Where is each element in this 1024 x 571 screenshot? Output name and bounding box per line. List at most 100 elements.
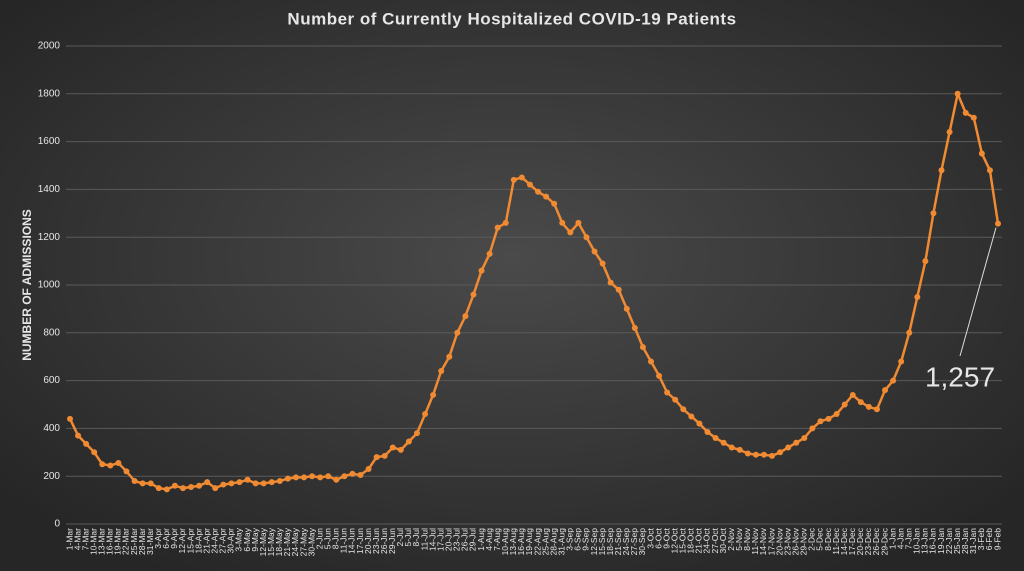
data-point [575, 219, 582, 226]
data-point [478, 267, 485, 274]
data-point [462, 313, 469, 320]
x-tick-label: 31-Jan [968, 528, 978, 554]
x-tick-label: 9-Oct [661, 527, 671, 548]
x-tick-label: 4-Aug [484, 528, 494, 551]
data-point [535, 188, 542, 195]
x-tick-label: 15-May [266, 527, 276, 556]
x-tick-label: 13-Mar [97, 528, 107, 555]
x-tick-label: 27-Sep [629, 528, 639, 556]
x-tick-label: 17-Dec [847, 527, 857, 555]
x-tick-label: 18-Oct [686, 527, 696, 553]
x-tick-label: 20-Dec [855, 527, 865, 555]
data-point [139, 480, 146, 487]
data-point [962, 109, 969, 116]
data-point [179, 485, 186, 492]
data-point [107, 462, 114, 469]
x-tick-label: 22-Mar [121, 528, 131, 555]
x-tick-label: 12-Sep [589, 528, 599, 556]
x-tick-label: 10-Mar [88, 528, 98, 555]
data-point [623, 305, 630, 312]
data-point [785, 444, 792, 451]
data-point [712, 434, 719, 441]
y-tick-label: 400 [43, 423, 60, 434]
data-point [752, 451, 759, 458]
data-point [357, 472, 364, 479]
data-point [793, 439, 800, 446]
x-tick-label: 6-May [242, 527, 252, 551]
data-point [292, 474, 299, 481]
x-tick-label: 5-Jun [322, 528, 332, 550]
x-tick-label: 18-Apr [193, 528, 203, 554]
data-point [486, 250, 493, 257]
x-tick-label: 21-Sep [613, 528, 623, 556]
data-point [422, 411, 429, 418]
data-point [147, 480, 154, 487]
x-tick-label: 3-May [234, 527, 244, 551]
data-point [559, 219, 566, 226]
y-tick-label: 600 [43, 375, 60, 386]
x-tick-label: 3-Oct [645, 527, 655, 548]
x-tick-label: 4-Jan [895, 528, 905, 550]
data-point [744, 450, 751, 457]
x-tick-label: 10-Aug [500, 528, 510, 556]
data-point [688, 413, 695, 420]
data-point [510, 176, 517, 183]
data-point [123, 468, 130, 475]
x-tick-label: 1-Jan [887, 528, 897, 550]
data-point [196, 482, 203, 489]
x-tick-label: 11-Jun [339, 528, 349, 554]
data-point [865, 403, 872, 410]
x-tick-label: 15-Apr [185, 528, 195, 554]
x-tick-label: 2-Jun [314, 528, 324, 550]
x-tick-label: 14-Jul [427, 528, 437, 551]
x-tick-label: 9-May [250, 527, 260, 551]
x-tick-label: 1-Mar [64, 528, 74, 550]
data-point [890, 377, 897, 384]
data-point [720, 439, 727, 446]
x-tick-label: 7-Jan [903, 528, 913, 550]
data-point [349, 470, 356, 477]
x-tick-label: 26-Jul [460, 528, 470, 551]
data-point [252, 480, 259, 487]
data-point [502, 219, 509, 226]
y-tick-label: 1200 [38, 232, 61, 243]
x-tick-label: 23-Nov [782, 527, 792, 555]
x-tick-label: 30-May [306, 527, 316, 556]
x-tick-label: 12-May [258, 527, 268, 556]
x-tick-label: 19-Jan [936, 528, 946, 554]
annotation-leader [959, 227, 997, 357]
data-point [470, 291, 477, 298]
x-tick-label: 11-Nov [750, 527, 760, 555]
data-point [849, 391, 856, 398]
data-point [978, 150, 985, 157]
data-point [680, 406, 687, 413]
x-tick-label: 29-Dec [879, 527, 889, 555]
x-tick-label: 18-May [274, 527, 284, 556]
data-point [220, 481, 227, 488]
x-tick-label: 16-Mar [105, 528, 115, 555]
data-point [405, 438, 412, 445]
x-tick-label: 3-Apr [153, 528, 163, 549]
data-point [736, 446, 743, 453]
data-point [809, 425, 816, 432]
x-tick-label: 25-Jan [952, 528, 962, 554]
x-tick-label: 5-Nov [734, 527, 744, 550]
x-tick-label: 28-Mar [137, 528, 147, 555]
x-tick-label: 13-Aug [508, 528, 518, 556]
x-tick-label: 20-Jun [363, 528, 373, 554]
y-tick-label: 0 [54, 519, 60, 530]
data-point [825, 415, 832, 422]
x-tick-label: 8-Dec [823, 527, 833, 550]
data-point [841, 401, 848, 408]
y-axis-label: NUMBER OF ADMISSIONS [20, 209, 34, 361]
x-tick-label: 19-Aug [524, 528, 534, 556]
data-point [204, 479, 211, 486]
x-tick-label: 11-Dec [831, 527, 841, 555]
data-point [995, 220, 1001, 227]
data-point [244, 476, 251, 483]
x-tick-label: 29-Jun [387, 528, 397, 554]
data-point [83, 440, 90, 447]
y-tick-label: 1800 [38, 88, 61, 99]
x-tick-label: 23-Jun [371, 528, 381, 554]
